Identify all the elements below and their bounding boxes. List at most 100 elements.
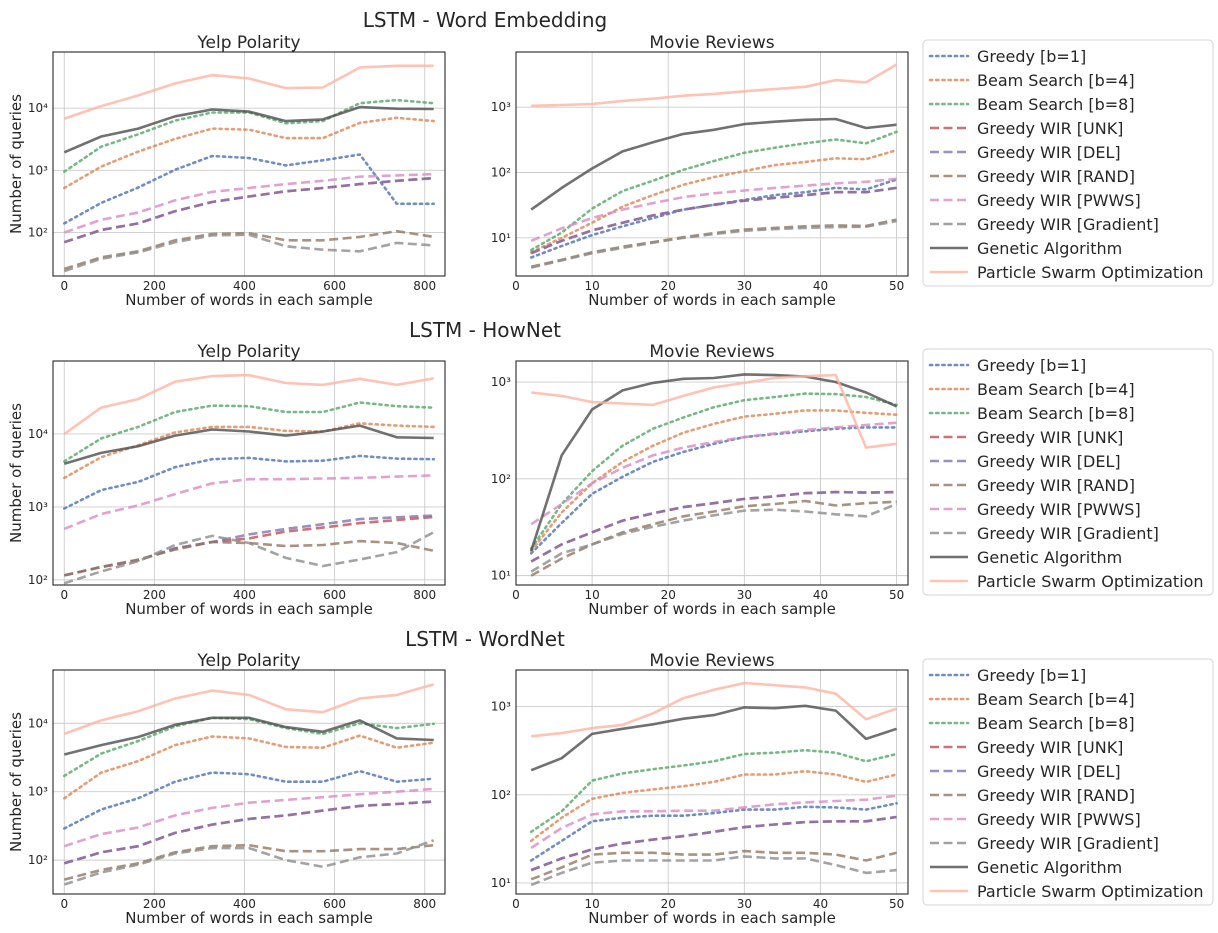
chart-panel: 0 10 20 30 40 50 10¹ 10² 10³ Movie Reviews Number … <box>491 33 909 309</box>
series-line <box>530 704 898 772</box>
legend-label: Greedy [b=1] <box>977 666 1086 685</box>
x-tick-label: 200 <box>143 588 166 602</box>
y-tick-label: 10³ <box>491 700 511 714</box>
series-line <box>64 539 434 577</box>
y-tick-label: 10³ <box>491 100 511 114</box>
legend-box <box>922 348 1214 596</box>
x-tick-label: 50 <box>889 588 904 602</box>
legend-label: Greedy WIR [PWWS] <box>977 810 1141 829</box>
x-tick-label: 10 <box>584 279 599 293</box>
legend-label: Greedy [b=1] <box>977 356 1086 375</box>
series-line <box>63 800 434 865</box>
series-line <box>63 531 435 585</box>
series-line <box>63 176 434 244</box>
legend-label: Particle Swarm Optimization <box>977 882 1204 901</box>
x-tick-label: 600 <box>323 279 346 293</box>
legend-label: Genetic Algorithm <box>977 858 1122 877</box>
legend-label: Beam Search [b=8] <box>977 95 1135 114</box>
x-tick-label: 600 <box>323 588 346 602</box>
x-tick-label: 800 <box>413 279 436 293</box>
series-line <box>530 177 897 243</box>
x-tick-label: 0 <box>60 897 68 911</box>
legend-box <box>922 39 1214 287</box>
x-tick-label: 0 <box>512 897 520 911</box>
series-line <box>531 63 898 108</box>
y-axis-label: Number of queries <box>7 712 25 852</box>
x-tick-label: 800 <box>413 588 436 602</box>
series-line <box>530 421 897 526</box>
series-line <box>529 130 898 252</box>
x-axis-label: Number of words in each sample <box>588 600 836 618</box>
legend-label: Genetic Algorithm <box>977 548 1122 567</box>
series-line <box>63 172 434 234</box>
x-tick-label: 0 <box>512 588 520 602</box>
legend-label: Greedy WIR [DEL] <box>977 452 1121 471</box>
plot-frame <box>52 669 446 895</box>
y-tick-label: 10¹ <box>491 569 511 583</box>
legend-label: Greedy WIR [UNK] <box>977 428 1123 447</box>
y-tick-label: 10¹ <box>491 876 511 890</box>
legend-label: Greedy WIR [UNK] <box>977 119 1123 138</box>
x-axis-label: Number of words in each sample <box>125 909 373 927</box>
x-tick-label: 800 <box>413 897 436 911</box>
series-line <box>530 219 897 269</box>
series-line <box>529 373 898 552</box>
legend-label: Greedy WIR [RAND] <box>977 167 1135 186</box>
series-group <box>63 64 436 273</box>
x-axis-label: Number of words in each sample <box>588 291 836 309</box>
series-line <box>63 769 436 830</box>
legend-label: Greedy WIR [PWWS] <box>977 191 1141 210</box>
series-line <box>530 502 898 573</box>
chart-panel: 0 200 400 600 800 10² 10³ 10⁴ Yelp Polarity Numbe… <box>7 651 446 927</box>
x-tick-label: 200 <box>143 897 166 911</box>
series-line <box>529 748 898 834</box>
legend-label: Beam Search [b=8] <box>977 714 1135 733</box>
y-tick-label: 10² <box>28 853 48 867</box>
y-tick-label: 10² <box>28 573 48 587</box>
x-tick-label: 400 <box>233 279 256 293</box>
y-tick-label: 10¹ <box>491 231 511 245</box>
legend-label: Particle Swarm Optimization <box>977 572 1204 591</box>
series-line <box>530 499 897 577</box>
series-line <box>529 409 898 553</box>
x-tick-label: 200 <box>143 279 166 293</box>
grid <box>53 670 445 894</box>
series-line <box>63 424 434 466</box>
chart-panel: 0 200 400 600 800 10² 10³ 10⁴ Yelp Polarity Numbe… <box>7 342 446 618</box>
legend-label: Beam Search [b=8] <box>977 404 1135 423</box>
series-line <box>529 769 898 843</box>
y-axis-label: Number of queries <box>7 403 25 543</box>
legend-label: Greedy WIR [Gradient] <box>977 215 1159 234</box>
grid <box>53 52 445 276</box>
x-tick-label: 10 <box>584 588 599 602</box>
x-tick-label: 20 <box>661 588 676 602</box>
x-tick-label: 40 <box>813 897 828 911</box>
legend-label: Greedy WIR [UNK] <box>977 738 1123 757</box>
x-tick-label: 0 <box>512 279 520 293</box>
row-title: LSTM - HowNet <box>409 318 561 342</box>
series-line <box>63 401 436 463</box>
y-tick-label: 10⁴ <box>28 427 48 441</box>
x-tick-label: 50 <box>889 897 904 911</box>
y-tick-label: 10² <box>491 165 511 179</box>
x-tick-label: 600 <box>323 897 346 911</box>
series-line <box>529 392 898 550</box>
x-tick-label: 400 <box>233 897 256 911</box>
series-line <box>63 474 434 531</box>
legend-label: Greedy [b=1] <box>977 47 1086 66</box>
series-line <box>63 843 434 881</box>
panel-title: Yelp Polarity <box>196 651 300 671</box>
series-line <box>63 229 434 271</box>
series-line <box>529 178 898 259</box>
series-group <box>529 373 898 577</box>
plot-frame <box>515 360 909 586</box>
panel-title: Movie Reviews <box>649 651 774 671</box>
series-line <box>529 148 898 254</box>
legend-label: Genetic Algorithm <box>977 239 1122 258</box>
series-group <box>63 683 436 886</box>
grid <box>515 361 908 585</box>
x-tick-label: 20 <box>661 897 676 911</box>
legend-label: Greedy WIR [DEL] <box>977 143 1121 162</box>
